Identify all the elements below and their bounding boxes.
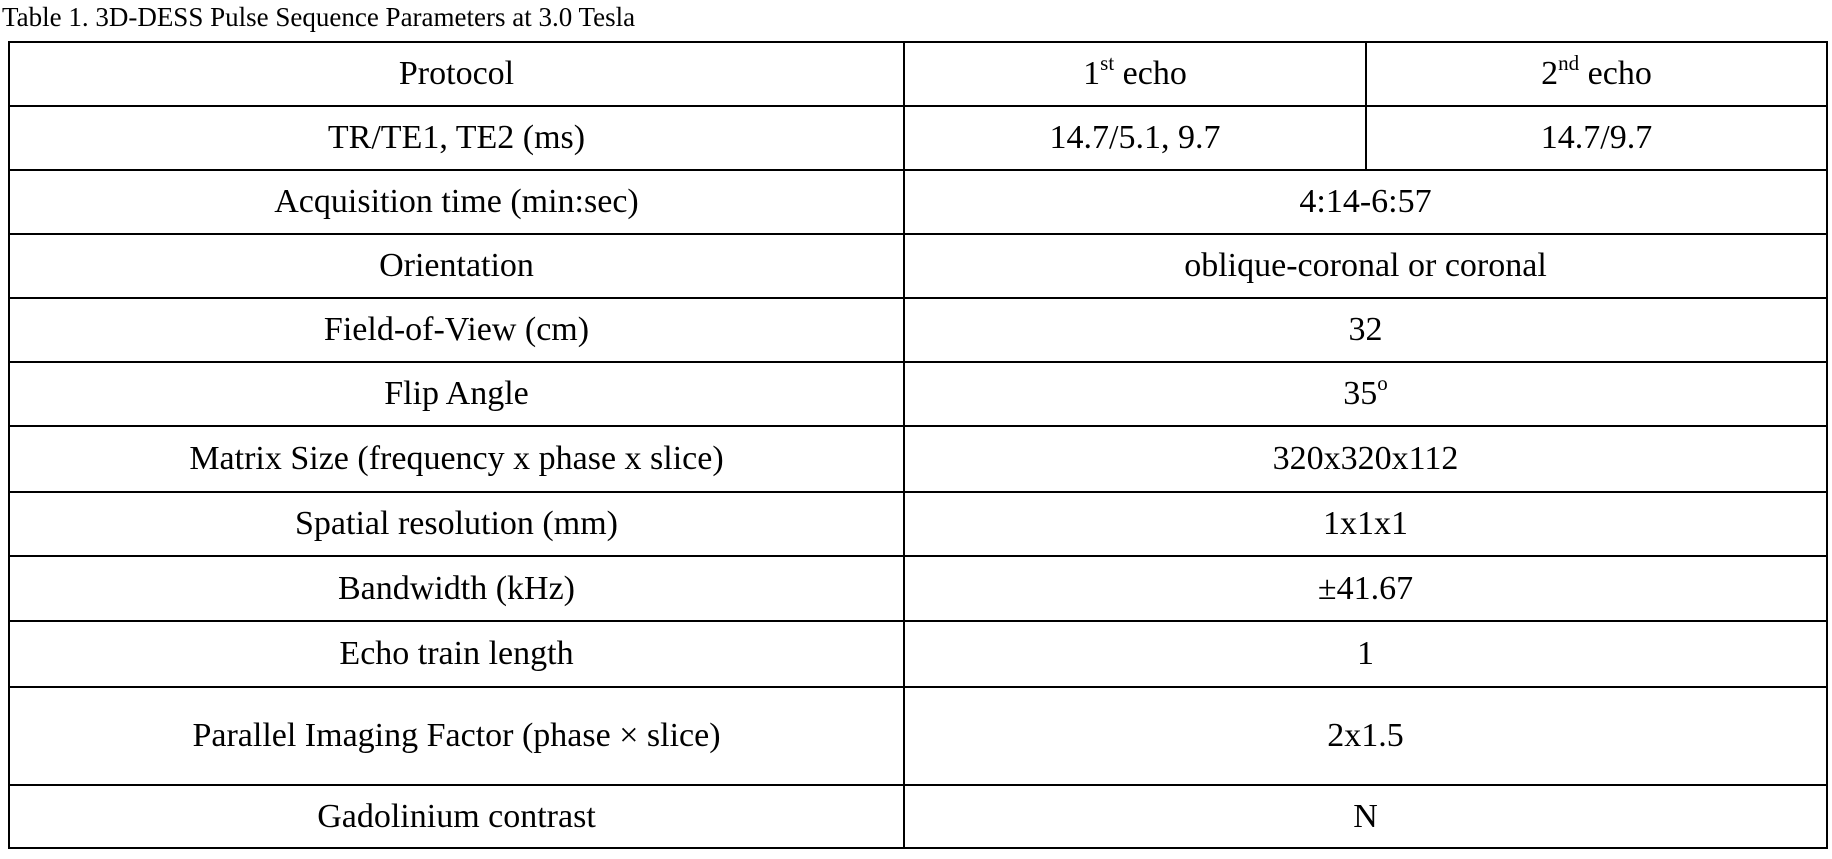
row-label: Flip Angle <box>8 361 905 427</box>
header-second-echo-word: echo <box>1579 55 1652 92</box>
header-protocol: Protocol <box>8 41 905 107</box>
row-value: 320x320x112 <box>903 425 1828 493</box>
table-caption: Table 1. 3D-DESS Pulse Sequence Paramete… <box>2 2 636 32</box>
table-row: Echo train length 1 <box>8 620 1828 688</box>
table-row: Flip Angle 35o <box>8 361 1828 427</box>
row-value-first-echo: 14.7/5.1, 9.7 <box>903 105 1367 171</box>
row-label: TR/TE1, TE2 (ms) <box>8 105 905 171</box>
header-first-echo: 1st echo <box>903 41 1367 107</box>
header-second-echo-num: 2 <box>1541 55 1559 92</box>
row-label: Parallel Imaging Factor (phase × slice) <box>8 686 905 786</box>
table-row: Matrix Size (frequency x phase x slice) 3… <box>8 425 1828 493</box>
row-label: Orientation <box>8 233 905 299</box>
row-label: Spatial resolution (mm) <box>8 491 905 557</box>
table-row: Acquisition time (min:sec) 4:14-6:57 <box>8 169 1828 235</box>
table-row: Orientation oblique-coronal or coronal <box>8 233 1828 299</box>
row-label: Echo train length <box>8 620 905 688</box>
row-value: 1x1x1 <box>903 491 1828 557</box>
header-first-echo-sup: st <box>1100 51 1115 75</box>
row-value: 2x1.5 <box>903 686 1828 786</box>
row-label: Bandwidth (kHz) <box>8 555 905 622</box>
table-row: Field-of-View (cm) 32 <box>8 297 1828 363</box>
row-value: N <box>903 784 1828 849</box>
row-value: 35o <box>903 361 1828 427</box>
row-value: 1 <box>903 620 1828 688</box>
row-label: Matrix Size (frequency x phase x slice) <box>8 425 905 493</box>
row-value: ±41.67 <box>903 555 1828 622</box>
flip-angle-value: 35 <box>1343 375 1378 412</box>
row-label: Field-of-View (cm) <box>8 297 905 363</box>
table-row: TR/TE1, TE2 (ms) 14.7/5.1, 9.7 14.7/9.7 <box>8 105 1828 171</box>
table-row: Bandwidth (kHz) ±41.67 <box>8 555 1828 622</box>
header-second-echo: 2nd echo <box>1365 41 1828 107</box>
row-value: 4:14-6:57 <box>903 169 1828 235</box>
parameters-table: Protocol 1st echo 2nd echo TR/TE1, TE2 (… <box>8 41 1828 849</box>
table-row: Spatial resolution (mm) 1x1x1 <box>8 491 1828 557</box>
table-row: Gadolinium contrast N <box>8 784 1828 849</box>
row-value: 32 <box>903 297 1828 363</box>
header-first-echo-word: echo <box>1114 55 1187 92</box>
row-value-second-echo: 14.7/9.7 <box>1365 105 1828 171</box>
header-second-echo-sup: nd <box>1558 51 1580 75</box>
degree-sup: o <box>1377 371 1388 395</box>
row-value: oblique-coronal or coronal <box>903 233 1828 299</box>
table-row: Parallel Imaging Factor (phase × slice) 2… <box>8 686 1828 786</box>
row-label: Acquisition time (min:sec) <box>8 169 905 235</box>
table-header-row: Protocol 1st echo 2nd echo <box>8 41 1828 107</box>
row-label: Gadolinium contrast <box>8 784 905 849</box>
header-first-echo-num: 1 <box>1083 55 1101 92</box>
